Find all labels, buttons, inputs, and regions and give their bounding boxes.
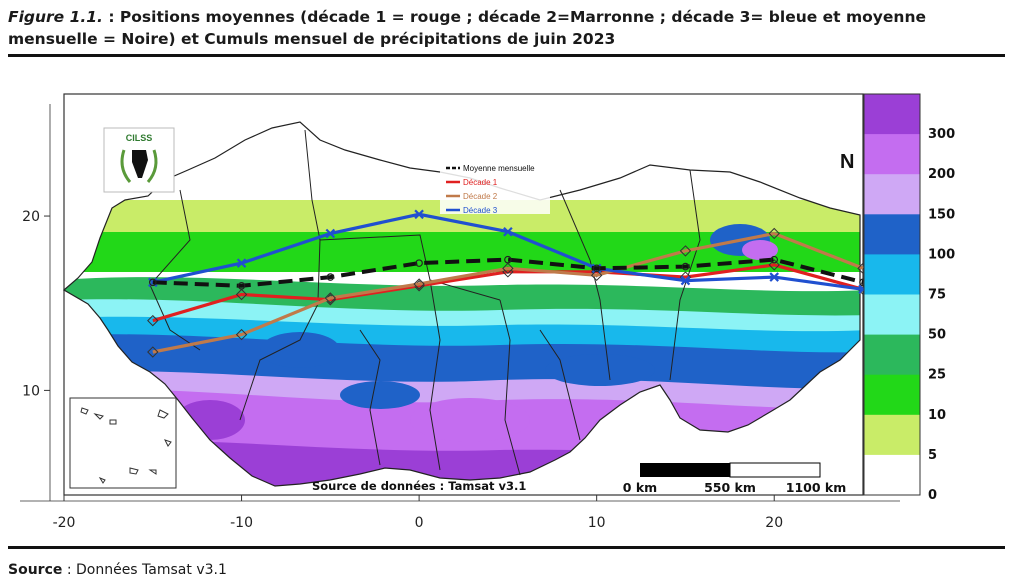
colorbar-band bbox=[864, 134, 920, 175]
scale-label-550: 550 km bbox=[704, 480, 756, 495]
colorbar-band bbox=[864, 294, 920, 336]
colorbar-label: 75 bbox=[928, 288, 946, 303]
colorbar-band bbox=[864, 254, 920, 295]
figure-label: Figure 1.1. bbox=[8, 8, 103, 26]
colorbar-label: 50 bbox=[928, 328, 946, 343]
decade-2-point bbox=[590, 269, 603, 282]
figure-caption: Figure 1.1. : Positions moyennes (décade… bbox=[8, 6, 1018, 50]
lines-legend: Moyenne mensuelle Décade 1 Décade 2 Décade … bbox=[440, 158, 550, 215]
top-rule bbox=[8, 54, 1005, 57]
source-label: Source bbox=[8, 562, 63, 578]
data-source-note: Source de données : Tamsat v3.1 bbox=[312, 479, 526, 493]
colorbar-band bbox=[864, 374, 920, 416]
x-tick-label: -20 bbox=[53, 515, 76, 531]
colorbar-band bbox=[864, 214, 920, 255]
figure-caption-text: : Positions moyennes (décade 1 = rouge ;… bbox=[8, 8, 926, 48]
monthly-mean-line bbox=[152, 257, 864, 288]
decade-3-point bbox=[503, 226, 513, 237]
decade-1-line bbox=[152, 263, 864, 323]
decade-2-point bbox=[413, 278, 425, 290]
legend-label: Moyenne mensuelle bbox=[463, 164, 535, 173]
legend-label: Décade 2 bbox=[463, 192, 498, 201]
colorbar-label: 200 bbox=[928, 167, 955, 182]
decade-2-point bbox=[324, 292, 337, 304]
cilss-logo: CILSS bbox=[103, 127, 175, 193]
decade-1-point bbox=[768, 259, 780, 271]
monthly-mean-point bbox=[592, 264, 601, 273]
monthly-mean-point bbox=[504, 255, 512, 264]
scale-bar: 0 km 550 km 1100 km bbox=[623, 462, 846, 495]
monthly-mean-point bbox=[770, 255, 779, 264]
colorbar-label: 100 bbox=[928, 247, 955, 262]
colorbar-label: 5 bbox=[928, 448, 937, 463]
decade-2-point bbox=[235, 328, 248, 341]
colorbar-label: 10 bbox=[928, 408, 946, 423]
monthly-mean-point bbox=[681, 262, 690, 271]
inset-map bbox=[69, 397, 177, 489]
monthly-mean-point bbox=[415, 259, 423, 267]
x-tick-label: -10 bbox=[230, 515, 253, 531]
y-tick-label: 10 bbox=[22, 383, 40, 399]
colorbar-label: 0 bbox=[928, 488, 937, 503]
colorbar-label: 25 bbox=[928, 368, 946, 383]
colorbar-band bbox=[864, 94, 920, 135]
colorbar-band bbox=[864, 174, 920, 215]
source-line: Source : Données Tamsat v3.1 bbox=[8, 562, 227, 578]
logo-text: CILSS bbox=[126, 133, 153, 143]
decade-3-point bbox=[236, 258, 247, 268]
x-axis: -20 -10 0 10 20 bbox=[20, 495, 900, 531]
decade-2-point bbox=[768, 227, 780, 240]
north-symbol: N bbox=[840, 151, 854, 173]
source-text: : Données Tamsat v3.1 bbox=[62, 562, 227, 578]
decade-2-line bbox=[152, 231, 864, 354]
decade-1-point bbox=[147, 314, 159, 327]
colorbar-label: 300 bbox=[928, 127, 955, 142]
decade-1-point bbox=[235, 288, 248, 301]
colorbar-frame bbox=[863, 93, 921, 496]
legend-label: Décade 3 bbox=[463, 206, 498, 215]
colorbar-band bbox=[864, 414, 920, 456]
x-tick-label: 10 bbox=[588, 515, 606, 531]
y-tick-label: 20 bbox=[22, 209, 40, 225]
scale-label-0: 0 km bbox=[623, 480, 657, 495]
monthly-mean-point bbox=[326, 273, 335, 281]
decade-2-point bbox=[147, 346, 159, 358]
colorbar-band bbox=[864, 334, 920, 376]
x-tick-label: 20 bbox=[765, 515, 783, 531]
bottom-rule bbox=[8, 546, 1005, 549]
colorbar-label: 150 bbox=[928, 207, 955, 222]
scale-label-1100: 1100 km bbox=[786, 480, 846, 495]
colorbar-band bbox=[864, 454, 920, 496]
monthly-mean-point bbox=[237, 281, 246, 290]
decade-3-point bbox=[325, 228, 336, 239]
country-borders bbox=[149, 129, 701, 476]
decade-2-point bbox=[679, 245, 692, 257]
position-lines bbox=[147, 209, 869, 358]
x-tick-label: 0 bbox=[415, 515, 424, 531]
decade-2-point bbox=[502, 262, 514, 275]
decade-3-point bbox=[769, 272, 779, 282]
decade-3-point bbox=[414, 209, 424, 220]
legend-label: Décade 1 bbox=[463, 178, 498, 187]
decade-3-point bbox=[680, 275, 691, 286]
monthly-mean-point bbox=[148, 278, 157, 287]
